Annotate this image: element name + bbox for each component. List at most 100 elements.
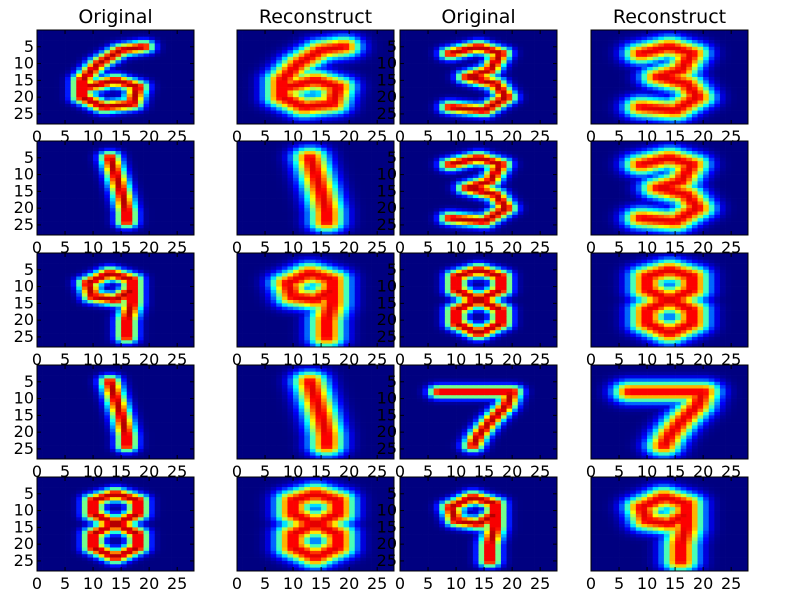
heatmap-cell: [691, 56, 698, 61]
heatmap-cell: [81, 208, 88, 212]
heatmap-cell: [365, 171, 372, 175]
heatmap-cell: [697, 93, 704, 98]
heatmap-cell: [270, 204, 277, 209]
heatmap-cell: [304, 40, 311, 44]
heatmap-cell: [76, 46, 83, 51]
heatmap-cell: [484, 100, 491, 105]
heatmap-cell: [160, 201, 167, 206]
heatmap-cell: [293, 70, 300, 74]
heatmap-cell: [669, 43, 676, 48]
heatmap-cell: [591, 73, 597, 78]
heatmap-cell: [188, 208, 195, 212]
heatmap-cell: [478, 73, 485, 78]
heatmap-cell: [132, 164, 139, 169]
heatmap-cell: [104, 208, 111, 212]
heatmap-cell: [691, 97, 698, 101]
heatmap-cell: [42, 171, 49, 175]
heatmap-cell: [647, 83, 654, 88]
heatmap-cell: [276, 43, 283, 48]
heatmap-cell: [382, 97, 389, 101]
heatmap-cell: [708, 33, 715, 38]
heatmap-cell: [48, 161, 55, 165]
heatmap-cell: [287, 224, 294, 229]
heatmap-cell: [177, 87, 184, 91]
heatmap-cell: [171, 184, 178, 189]
heatmap-cell: [512, 46, 519, 51]
heatmap-cell: [165, 77, 172, 81]
heatmap-cell: [456, 53, 463, 58]
heatmap-cell: [422, 63, 429, 68]
heatmap-cell: [512, 50, 519, 54]
heatmap-cell: [456, 43, 463, 48]
heatmap-cell: [528, 36, 535, 41]
heatmap-cell: [523, 60, 530, 64]
heatmap-cell: [472, 110, 479, 115]
heatmap-cell: [354, 228, 361, 232]
heatmap-cell: [104, 36, 111, 41]
heatmap-cell: [276, 50, 283, 54]
heatmap-cell: [337, 211, 344, 216]
heatmap-cell: [371, 97, 378, 101]
heatmap-cell: [287, 83, 294, 88]
heatmap-cell: [326, 204, 333, 209]
heatmap-cell: [360, 80, 367, 85]
heatmap-cell: [165, 87, 172, 91]
heatmap-cell: [647, 107, 654, 111]
heatmap-cell: [154, 73, 161, 78]
heatmap-cell: [137, 144, 144, 149]
heatmap-cell: [714, 87, 721, 91]
heatmap-cell: [248, 66, 255, 71]
heatmap-cell: [287, 40, 294, 44]
heatmap-cell: [242, 204, 249, 209]
heatmap-cell: [104, 174, 111, 179]
heatmap-cell: [365, 147, 372, 152]
heatmap-cell: [287, 174, 294, 179]
heatmap-cell: [635, 113, 642, 118]
heatmap-cell: [337, 201, 344, 206]
heatmap-cell: [658, 80, 665, 85]
heatmap-cell: [87, 208, 94, 212]
heatmap-cell: [171, 33, 178, 38]
heatmap-cell: [171, 224, 178, 229]
heatmap-cell: [281, 177, 288, 182]
x-tick-label: 20: [139, 238, 159, 257]
heatmap-cell: [545, 40, 552, 44]
heatmap-cell: [540, 80, 547, 85]
heatmap-cell: [365, 211, 372, 216]
heatmap-cell: [59, 66, 66, 71]
heatmap-cell: [725, 30, 732, 34]
heatmap-cell: [171, 103, 178, 108]
heatmap-cell: [663, 90, 670, 95]
heatmap-cell: [517, 80, 524, 85]
heatmap-cell: [365, 33, 372, 38]
heatmap-cell: [287, 87, 294, 91]
heatmap-cell: [382, 194, 389, 199]
heatmap-cell: [265, 43, 271, 48]
heatmap-cell: [534, 90, 541, 95]
heatmap-cell: [675, 56, 682, 61]
heatmap-cell: [126, 93, 133, 98]
heatmap-cell: [160, 117, 167, 121]
heatmap-cell: [53, 117, 60, 121]
heatmap-cell: [149, 103, 156, 108]
heatmap-cell: [680, 77, 687, 81]
heatmap-cell: [377, 154, 384, 159]
heatmap-cell: [237, 184, 243, 189]
heatmap-cell: [663, 43, 670, 48]
heatmap-cell: [456, 100, 463, 105]
heatmap-cell: [87, 188, 94, 192]
heatmap-cell: [270, 90, 277, 95]
heatmap-cell: [115, 211, 122, 216]
heatmap-cell: [304, 147, 311, 152]
heatmap-cell: [675, 80, 682, 85]
heatmap-cell: [371, 218, 378, 222]
heatmap-cell: [613, 90, 620, 95]
heatmap-cell: [332, 53, 339, 58]
heatmap-cell: [81, 66, 88, 71]
heatmap-cell: [126, 36, 133, 41]
heatmap-cell: [332, 50, 339, 54]
heatmap-cell: [343, 167, 350, 172]
heatmap-cell: [534, 56, 541, 61]
heatmap-cell: [287, 228, 294, 232]
heatmap-cell: [405, 147, 412, 152]
